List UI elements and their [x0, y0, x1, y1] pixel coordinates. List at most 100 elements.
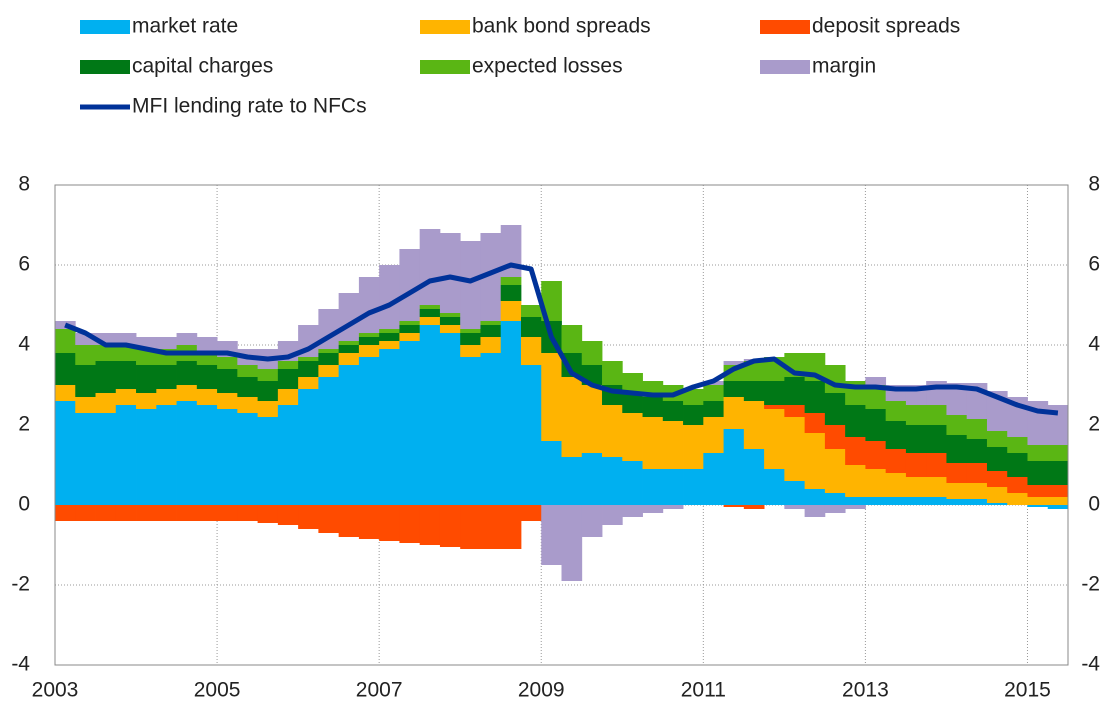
bar-segment — [439, 317, 461, 325]
bar-segment — [338, 365, 360, 505]
bar-segment — [662, 469, 684, 505]
bar-segment — [500, 321, 522, 505]
bar-segment — [966, 499, 988, 505]
bar-segment — [75, 365, 96, 397]
bar-segment — [500, 301, 522, 321]
bar-segment — [277, 369, 299, 389]
bar-segment — [865, 497, 887, 505]
bar-segment — [622, 373, 643, 393]
bar-segment — [905, 477, 927, 497]
bar-segment — [136, 505, 157, 521]
bar-segment — [824, 505, 846, 513]
bar-segment — [419, 317, 441, 325]
bar-segment — [905, 405, 927, 425]
bar-segment — [946, 383, 968, 415]
bar-segment — [298, 389, 319, 505]
bar-segment — [75, 397, 96, 413]
bar-segment — [541, 505, 562, 565]
bar-segment — [824, 493, 846, 505]
bar-segment — [642, 417, 664, 469]
bar-segment — [905, 497, 927, 505]
bar-segment — [480, 505, 502, 549]
bar-segment — [662, 401, 684, 421]
bar-segment — [662, 421, 684, 469]
bar-segment — [723, 505, 745, 507]
bar-segment — [622, 393, 643, 413]
bar-segment — [885, 421, 907, 449]
x-tick-label: 2005 — [194, 679, 241, 702]
bar-segment — [703, 453, 724, 505]
bar-segment — [115, 333, 137, 345]
bar-segment — [885, 401, 907, 421]
bar-segment — [1047, 497, 1069, 505]
bar-segment — [703, 401, 724, 417]
bar-segment — [500, 285, 522, 301]
bar-segment — [561, 377, 583, 457]
x-tick-label: 2011 — [681, 679, 726, 702]
bar-segment — [115, 361, 137, 389]
bar-segment — [176, 505, 198, 521]
bar-segment — [379, 265, 400, 329]
bar-segment — [115, 505, 137, 521]
bar-segment — [298, 377, 319, 389]
bar-segment — [257, 381, 279, 401]
bar-segment — [95, 345, 117, 361]
bar-segment — [115, 345, 137, 361]
bar-segment — [439, 325, 461, 333]
bar-segment — [298, 361, 319, 377]
bar-segment — [784, 405, 806, 417]
bar-segment — [460, 241, 481, 329]
bar-segment — [804, 433, 826, 489]
bar-segment — [804, 413, 826, 433]
bar-segment — [926, 453, 947, 477]
bar-segment — [237, 397, 258, 413]
x-tick-label: 2007 — [356, 679, 403, 702]
bar-segment — [196, 389, 218, 405]
bar-segment — [460, 357, 481, 505]
bar-segment — [642, 469, 664, 505]
bar-segment — [55, 329, 76, 353]
bar-segment — [865, 441, 887, 469]
y-tick-label: 8 — [18, 173, 30, 196]
y2-tick-label: 6 — [1088, 253, 1100, 276]
bar-segment — [358, 505, 380, 539]
bar-segment — [845, 405, 866, 437]
bar-segment — [966, 463, 988, 483]
legend-label: deposit spreads — [812, 15, 960, 38]
bar-segment — [399, 341, 421, 505]
bar-segment — [399, 249, 421, 321]
bar-segment — [581, 505, 603, 537]
bar-segment — [318, 349, 340, 353]
y2-tick-label: -4 — [1081, 653, 1100, 676]
bar-segment — [237, 413, 258, 505]
y2-tick-label: 2 — [1088, 413, 1100, 436]
bar-segment — [986, 447, 1008, 471]
bar-segment — [824, 425, 846, 449]
bar-segment — [176, 385, 198, 401]
bar-segment — [298, 357, 319, 361]
bar-segment — [439, 505, 461, 547]
bar-segment — [845, 497, 866, 505]
bar-segment — [237, 377, 258, 397]
bar-segment — [480, 353, 502, 505]
bar-segment — [764, 405, 785, 409]
bar-segment — [338, 341, 360, 345]
legend-label: MFI lending rate to NFCs — [132, 95, 367, 118]
bar-segment — [743, 361, 765, 381]
bar-segment — [460, 329, 481, 333]
bar-segment — [95, 393, 117, 413]
bar-segment — [379, 505, 400, 541]
bar-segment — [439, 233, 461, 313]
legend-label: market rate — [132, 15, 238, 38]
bar-segment — [723, 361, 745, 365]
bar-segment — [764, 381, 785, 405]
bar-segment — [318, 365, 340, 377]
bar-segment — [156, 337, 177, 349]
bar-segment — [1007, 453, 1028, 477]
bar-segment — [966, 483, 988, 499]
y2-tick-label: 0 — [1088, 493, 1100, 516]
y-tick-label: 0 — [18, 493, 30, 516]
bar-segment — [399, 321, 421, 325]
bar-segment — [1007, 493, 1028, 505]
